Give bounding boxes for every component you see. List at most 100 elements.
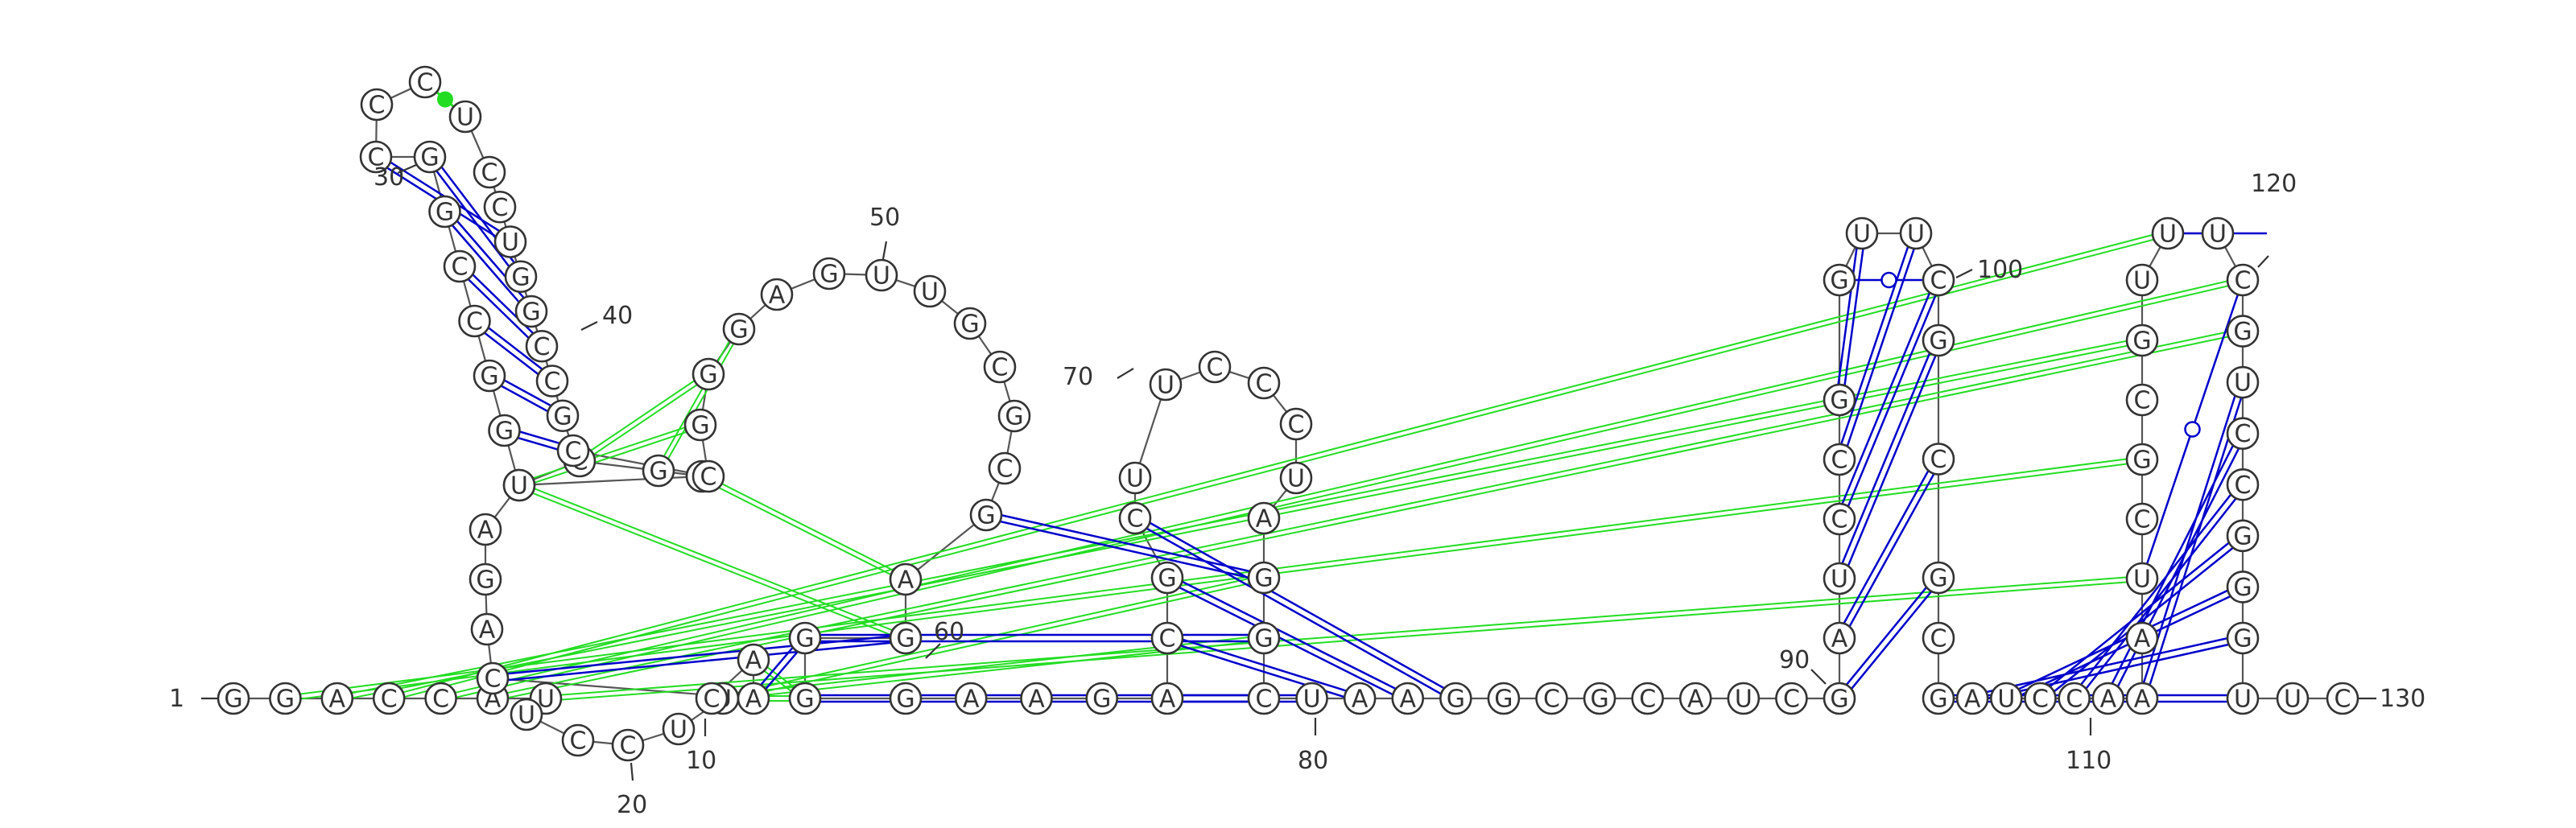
nucleotide-letter: C — [369, 92, 386, 120]
nucleotide: C — [1922, 443, 1955, 476]
nucleotide-letter: C — [1127, 505, 1144, 533]
nucleotide: U — [1295, 682, 1328, 715]
nucleotide-circle — [695, 682, 729, 715]
nucleotide: C — [1922, 263, 1955, 297]
tertiary-interactions-layer — [284, 80, 2244, 702]
nucleotide-circle — [1922, 323, 1955, 357]
nucleotide: G — [1922, 323, 1955, 357]
nucleotide-circle — [1823, 621, 1856, 655]
nucleotide-circle — [1391, 682, 1425, 715]
nucleotide-circle — [1955, 682, 1989, 715]
nucleotide-letter: G — [2233, 318, 2252, 346]
nucleotide-circle — [2201, 216, 2235, 250]
nucleotide-letter: C — [417, 69, 434, 97]
nucleotide: G — [683, 408, 717, 442]
nucleotide: A — [1020, 682, 1053, 715]
nucleotide-letter: C — [2032, 686, 2049, 714]
nucleotide-letter: G — [1494, 686, 1513, 714]
nucleotide: C — [1631, 682, 1664, 715]
nucleotide-circle — [1343, 682, 1377, 715]
nucleotide-letter: U — [1997, 686, 2015, 714]
nucleotide: A — [1247, 501, 1281, 535]
nucleotide-circle — [1150, 621, 1184, 655]
nucleotide-circle — [737, 643, 770, 677]
nucleotide-letter: C — [481, 159, 498, 187]
tertiary-interaction — [389, 234, 2169, 702]
nucleotide-letter: G — [2132, 327, 2151, 356]
nucleotide-circle — [1149, 368, 1183, 402]
nucleotide-circle — [889, 621, 923, 655]
nucleotide: G — [546, 399, 580, 433]
index-label: 110 — [2066, 747, 2112, 775]
nucleotide: C — [1118, 501, 1152, 535]
nucleotide-circle — [2226, 417, 2260, 451]
nucleotide-circle — [1583, 682, 1616, 715]
nucleotide-letter: G — [960, 311, 979, 339]
base-pair — [1835, 233, 1860, 400]
index-tick — [630, 762, 634, 781]
nucleotide: C — [458, 304, 491, 338]
nucleotide-circle — [1247, 501, 1281, 535]
nucleotide: U — [2125, 263, 2159, 297]
nucleotide: U — [2125, 562, 2159, 595]
pair-marker — [2184, 421, 2201, 438]
nucleotide: G — [469, 562, 502, 596]
nucleotide: G — [413, 140, 447, 174]
index-tick — [580, 321, 598, 331]
base-pair — [1841, 579, 1942, 702]
nucleotide: U — [913, 274, 947, 308]
nucleotide: U — [1845, 216, 1879, 250]
nucleotide: G — [722, 312, 756, 346]
base-pair — [493, 640, 906, 683]
index-label: 20 — [617, 791, 647, 819]
nucleotide-circle — [473, 155, 506, 189]
backbone-segment — [905, 514, 987, 580]
nucleotide: A — [1150, 682, 1184, 715]
tertiary-interaction — [700, 477, 906, 583]
nucleotide-letter: G — [1158, 565, 1176, 593]
tertiary-interaction — [518, 486, 906, 641]
nucleotide-letter: C — [1930, 446, 1947, 474]
nucleotide: U — [1118, 461, 1152, 495]
nucleotide-circle — [1631, 682, 1664, 715]
nucleotide-letter: U — [1735, 686, 1752, 714]
tertiary-interaction — [580, 375, 711, 464]
nucleotide-letter: G — [2132, 447, 2151, 475]
nucleotide-circle — [691, 459, 725, 493]
nucleotide-circle — [812, 257, 846, 290]
backbone-segment — [572, 449, 709, 478]
nucleotide-letter: C — [565, 438, 582, 466]
nucleotide-circle — [2226, 571, 2260, 603]
nucleotide-letter: C — [1930, 267, 1947, 295]
nucleotide-circle — [2125, 682, 2159, 715]
nucleotide: U — [2151, 216, 2185, 250]
backbone-segment — [518, 475, 703, 487]
base-pair — [1835, 338, 1937, 578]
nucleotide: U — [1149, 368, 1183, 402]
nucleotide-circle — [1085, 682, 1119, 715]
nucleotide-letter: A — [1399, 686, 1416, 714]
nucleotide-letter: U — [510, 472, 528, 501]
nucleotide: C — [1279, 407, 1313, 441]
nucleotide-letter: U — [2234, 369, 2252, 398]
nucleotide-letter: A — [898, 566, 914, 595]
nucleotide: C — [1775, 682, 1808, 715]
tertiary-interaction — [659, 329, 742, 472]
nucleotide-circle — [510, 698, 543, 731]
nucleotide-circle — [889, 562, 923, 596]
tertiary-interaction — [519, 482, 907, 637]
nucleotide-circle — [865, 258, 898, 292]
nucleotide: U — [865, 258, 898, 292]
nucleotide: U — [2226, 365, 2260, 399]
base-pair — [1167, 633, 1361, 697]
base-pair — [986, 510, 1265, 576]
nucleotide-letter: U — [1126, 465, 1144, 493]
index-label: 30 — [374, 163, 404, 192]
nucleotide-circle — [2125, 263, 2159, 297]
nucleotide: G — [488, 414, 521, 447]
nucleotide-letter: U — [1287, 465, 1305, 493]
nucleotide-letter: G — [1929, 686, 1947, 714]
index-label: 40 — [602, 302, 633, 330]
tertiary-interaction — [655, 327, 738, 471]
nucleotide: G — [1487, 682, 1521, 715]
